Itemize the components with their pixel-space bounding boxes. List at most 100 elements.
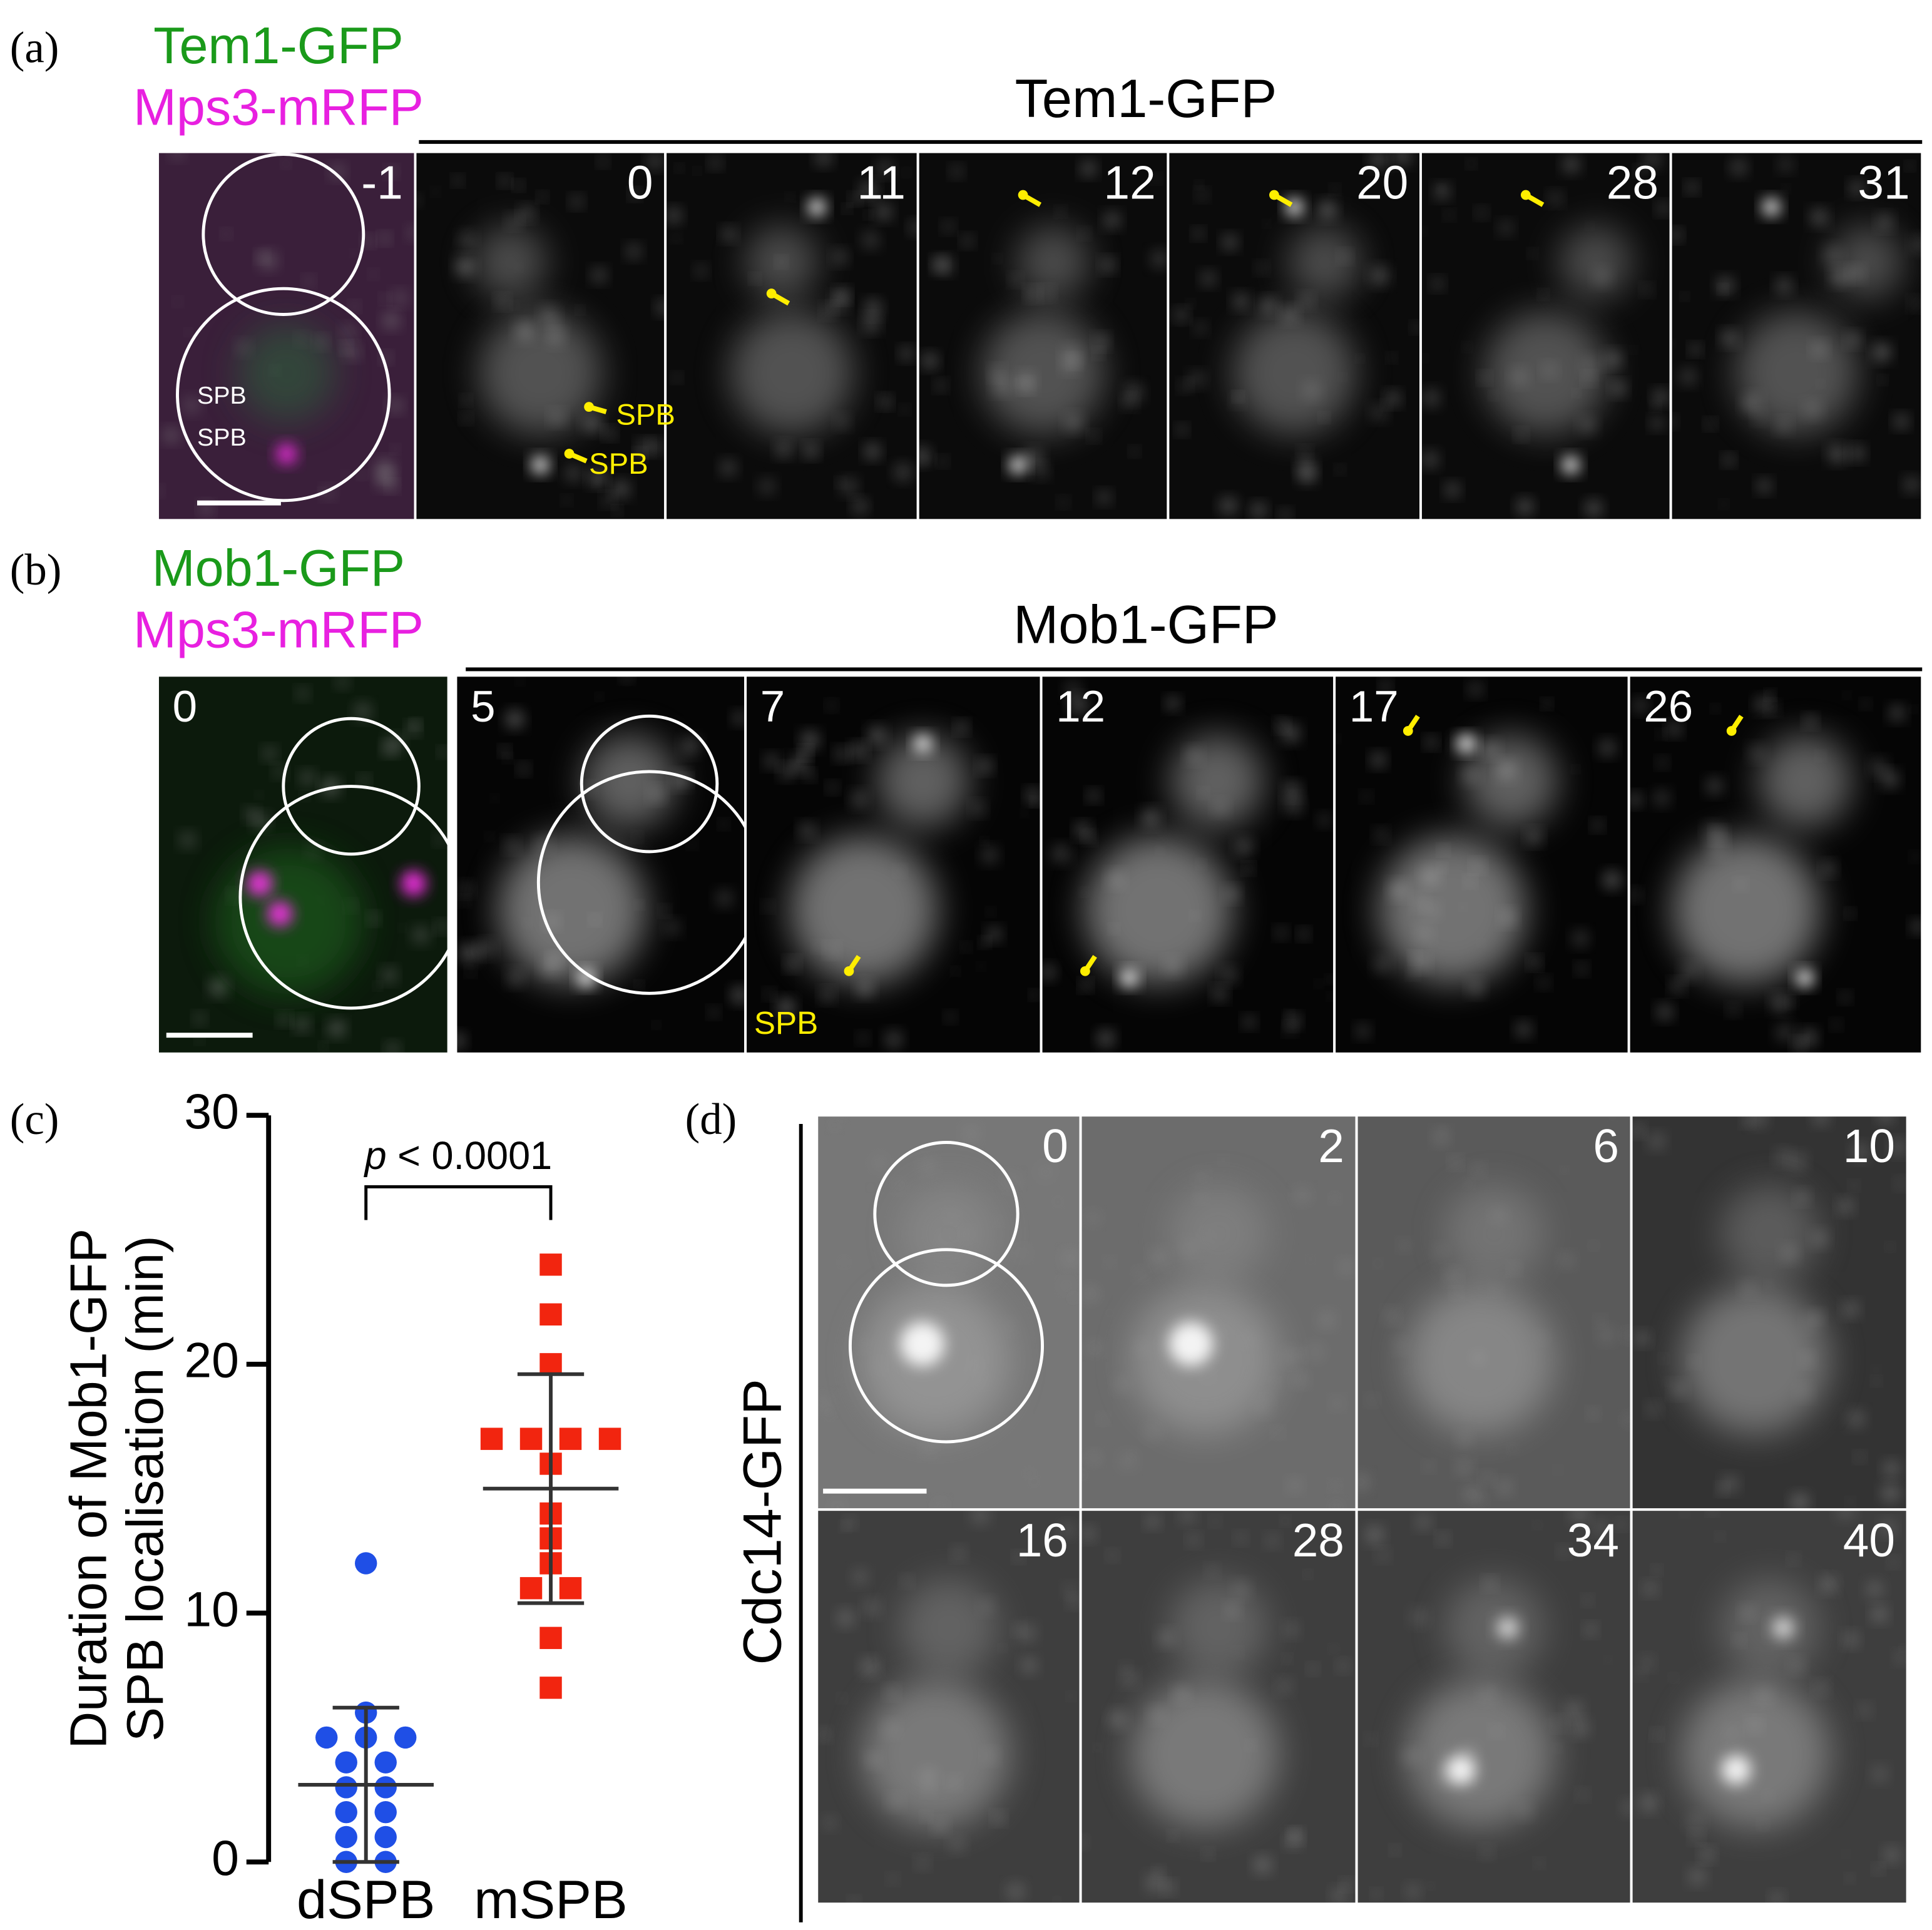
- point: [335, 1751, 357, 1774]
- noise: [1319, 201, 1336, 218]
- noise: [1031, 1478, 1038, 1485]
- noise: [1681, 1509, 1689, 1516]
- noise: [1095, 1745, 1100, 1750]
- noise: [1554, 1745, 1561, 1752]
- signal: [1120, 969, 1138, 987]
- noise: [822, 305, 835, 317]
- noise: [506, 710, 524, 728]
- noise: [1151, 250, 1168, 268]
- noise: [1606, 1546, 1612, 1553]
- noise: [978, 964, 984, 969]
- noise: [274, 765, 285, 777]
- noise: [1144, 1424, 1160, 1440]
- micrograph: [454, 674, 747, 1055]
- noise: [1644, 151, 1661, 168]
- noise: [1776, 1150, 1791, 1165]
- cell-outline: [580, 714, 719, 854]
- noise: [776, 442, 791, 457]
- noise: [1722, 1476, 1737, 1492]
- noise: [613, 481, 630, 498]
- noise: [456, 1033, 465, 1048]
- noise: [1038, 1165, 1053, 1179]
- noise: [828, 783, 837, 792]
- p-symbol: p: [364, 1134, 387, 1178]
- signal: [1170, 734, 1264, 829]
- noise: [621, 675, 632, 682]
- signal: [1672, 835, 1821, 984]
- noise: [872, 1155, 887, 1171]
- arrow-head: [584, 402, 594, 412]
- noise: [257, 252, 267, 262]
- noise: [1889, 1558, 1898, 1566]
- noise: [195, 1013, 205, 1024]
- noise: [1150, 1249, 1167, 1266]
- noise: [382, 968, 396, 982]
- noise: [865, 444, 880, 459]
- noise: [1021, 1658, 1037, 1673]
- noise: [342, 325, 355, 339]
- noise: [1712, 705, 1719, 712]
- noise: [649, 440, 663, 454]
- noise: [1859, 1704, 1871, 1717]
- image-content: [817, 1115, 1079, 1510]
- noise: [253, 814, 268, 829]
- noise: [415, 195, 421, 206]
- noise: [592, 268, 606, 282]
- frame-time: 11: [857, 156, 906, 209]
- noise: [1530, 957, 1540, 968]
- signal: [1169, 1578, 1268, 1677]
- noise: [1275, 927, 1287, 938]
- noise: [461, 944, 479, 962]
- y-axis-label: SPB localisation (min): [116, 1235, 174, 1742]
- noise: [1080, 889, 1087, 895]
- noise: [1338, 1660, 1349, 1672]
- noise: [1406, 1884, 1420, 1898]
- point: [315, 1726, 338, 1749]
- noise: [392, 291, 407, 305]
- noise: [200, 503, 212, 515]
- noise: [1331, 1481, 1340, 1490]
- noise: [1623, 1413, 1632, 1426]
- panel-label: (c): [10, 1095, 59, 1144]
- arrow-head: [844, 966, 854, 976]
- noise: [710, 157, 721, 168]
- noise: [1357, 355, 1363, 361]
- noise: [1371, 753, 1385, 767]
- point: [480, 1427, 503, 1450]
- micrograph: [1669, 150, 1924, 522]
- noise: [636, 982, 643, 989]
- point: [335, 1776, 357, 1799]
- noise: [1457, 1432, 1471, 1446]
- noise: [1844, 1632, 1858, 1647]
- noise: [1366, 1735, 1375, 1744]
- noise: [1884, 1847, 1899, 1862]
- noise: [1062, 1250, 1079, 1267]
- noise: [1596, 1317, 1605, 1326]
- noise: [844, 205, 851, 212]
- noise: [1657, 1004, 1672, 1019]
- noise: [1900, 1645, 1906, 1651]
- noise: [1394, 151, 1411, 165]
- noise: [1456, 1460, 1471, 1475]
- noise: [1422, 389, 1439, 407]
- micrograph: [1355, 1508, 1633, 1906]
- noise: [407, 723, 419, 735]
- image-content: [1334, 682, 1621, 1038]
- noise: [1534, 1522, 1541, 1528]
- noise: [1101, 258, 1115, 272]
- noise: [1080, 981, 1091, 991]
- cell-outline: [282, 717, 421, 856]
- noise: [392, 446, 399, 453]
- noise: [1717, 1533, 1724, 1540]
- noise: [1386, 391, 1400, 406]
- noise: [759, 479, 775, 494]
- noise: [1330, 1500, 1343, 1510]
- noise: [1125, 384, 1143, 401]
- signal: [744, 225, 819, 300]
- point: [335, 1800, 357, 1824]
- signal: [1406, 1680, 1555, 1828]
- noise: [1657, 730, 1665, 738]
- noise: [1018, 1625, 1035, 1642]
- noise: [1640, 1656, 1653, 1669]
- noise: [801, 732, 819, 749]
